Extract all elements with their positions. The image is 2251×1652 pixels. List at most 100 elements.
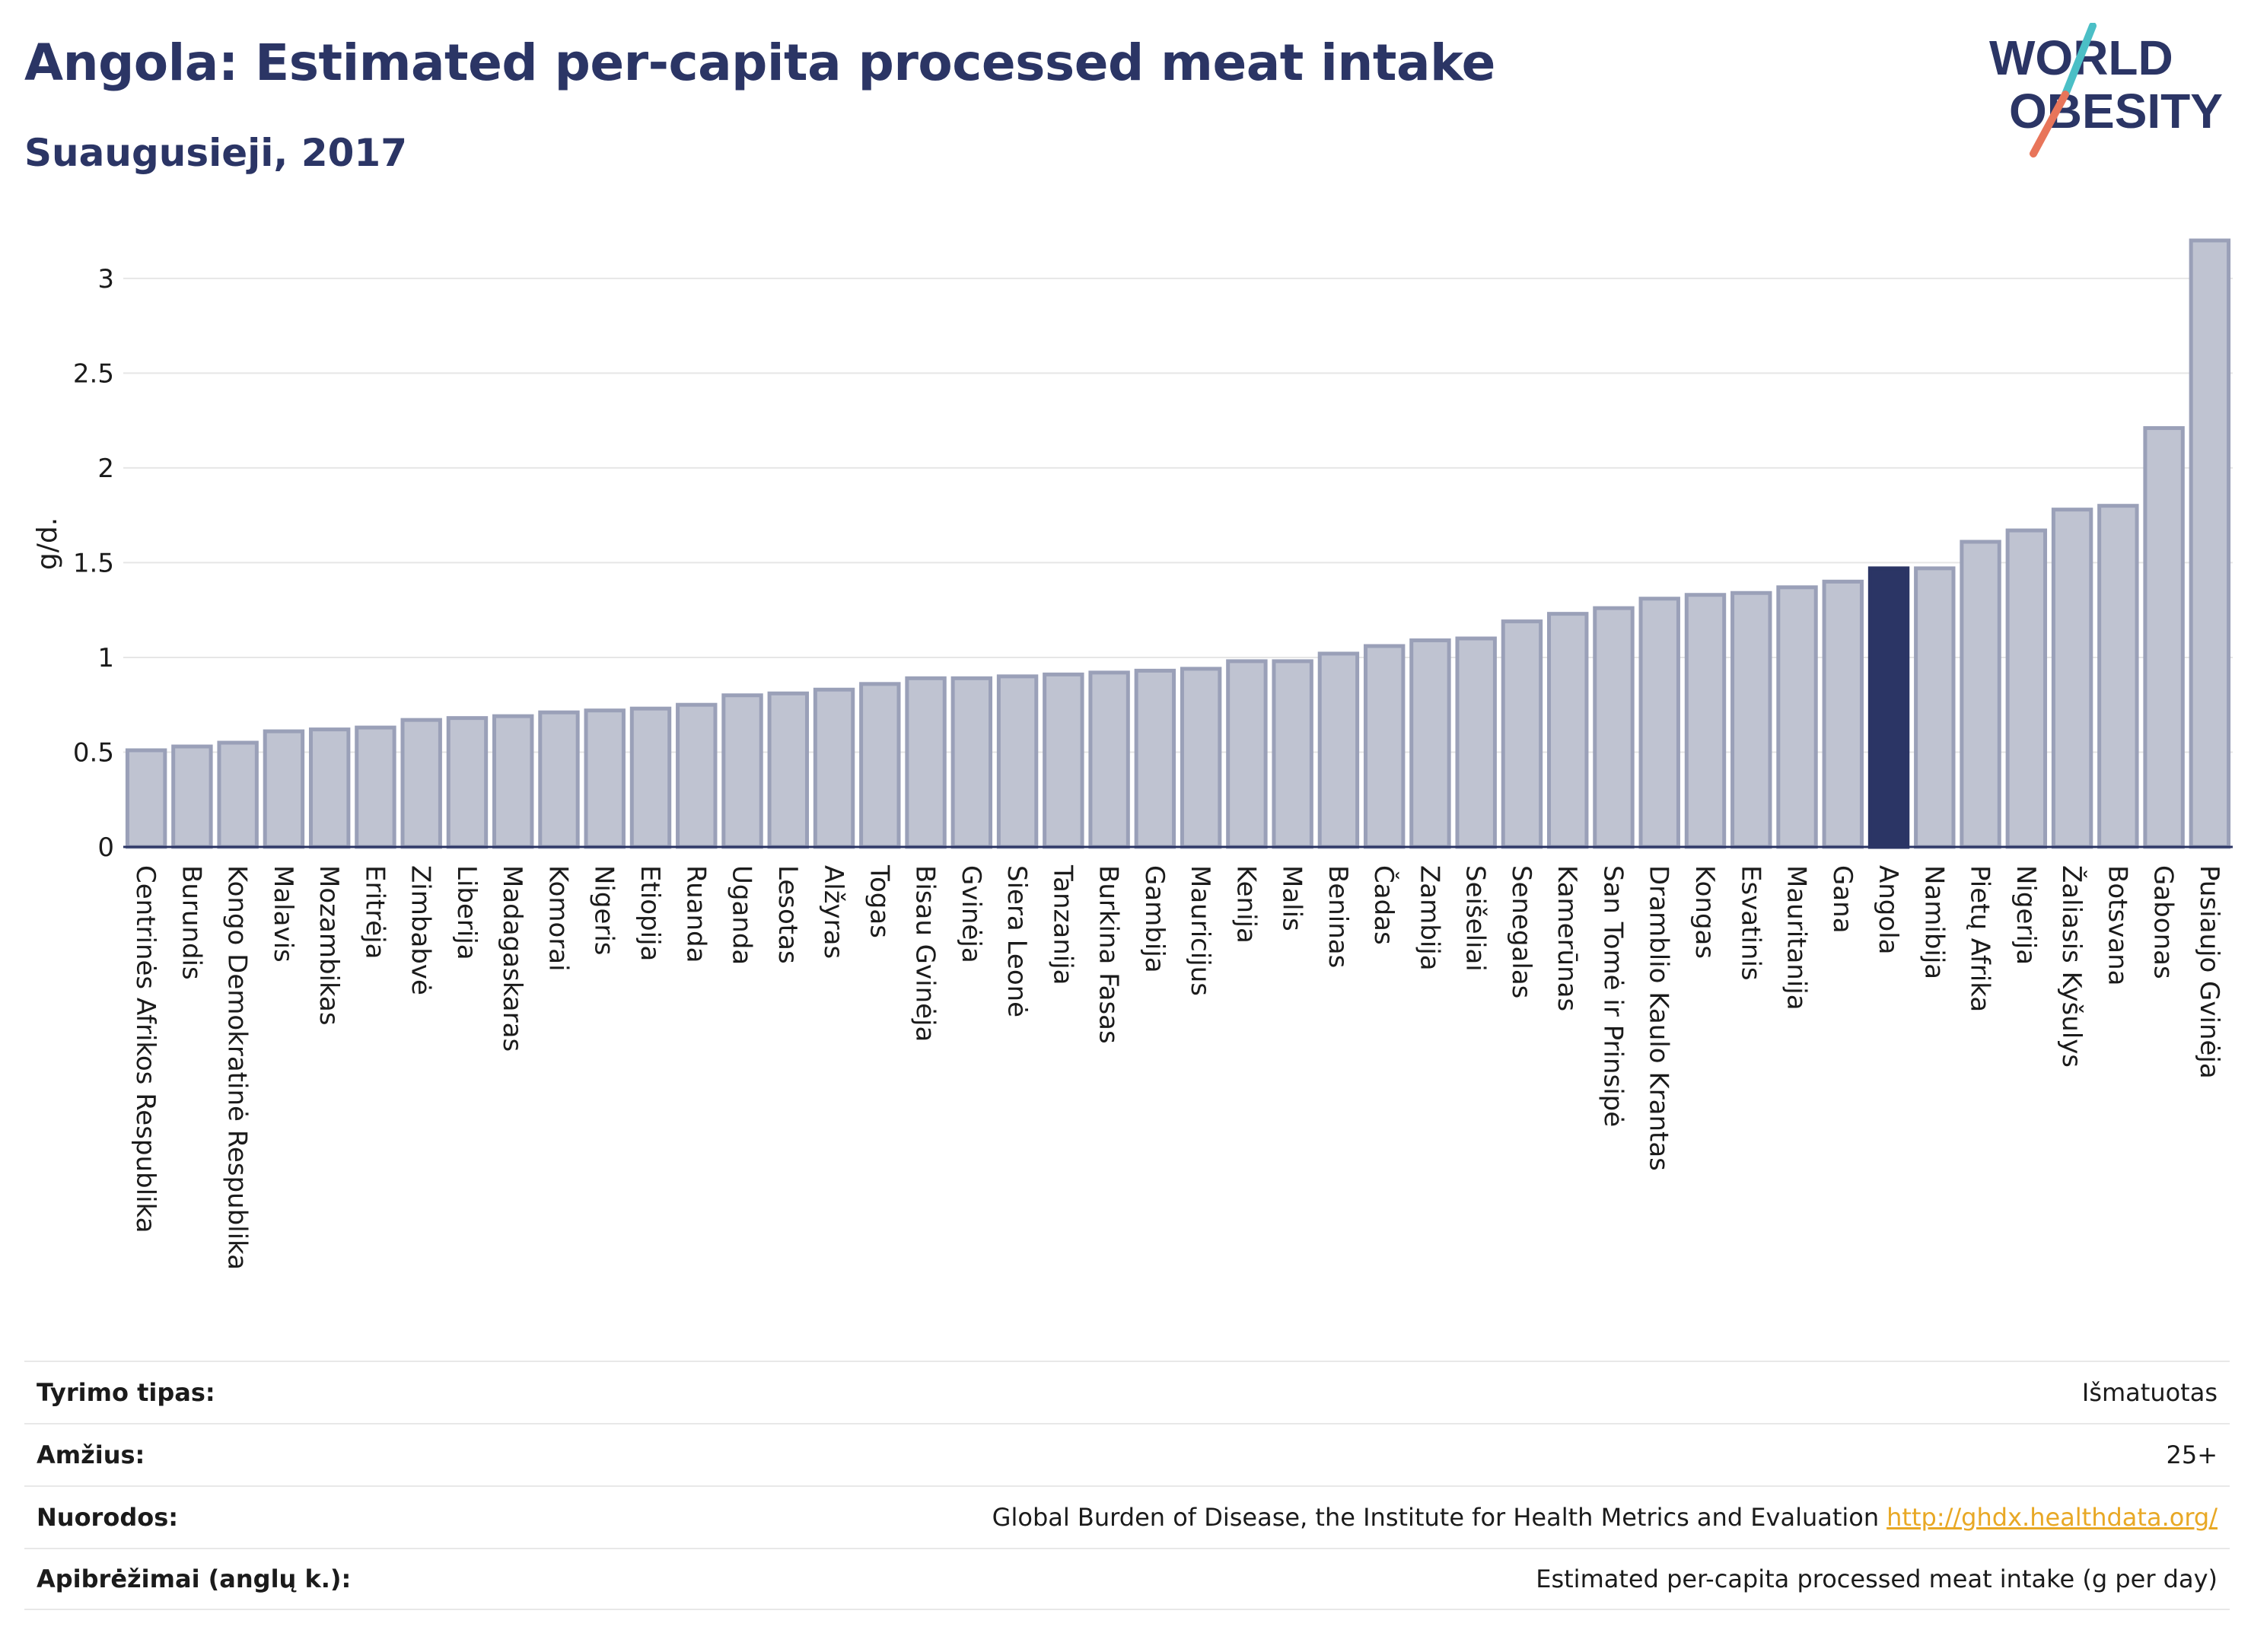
info-label: Apibrėžimai (anglų k.): (37, 1564, 352, 1593)
bar (1180, 667, 1222, 849)
bar (1272, 659, 1313, 849)
bar (308, 727, 351, 849)
x-tick-label: Centrinės Afrikos Respublika (130, 865, 161, 1233)
info-value: Išmatuotas (2081, 1378, 2218, 1407)
y-tick-label: 1.5 (73, 548, 114, 578)
x-tick-label: Malis (1277, 865, 1307, 931)
info-value: Estimated per-capita processed meat inta… (1536, 1564, 2218, 1593)
reference-link[interactable]: http://ghdx.healthdata.org/ (1886, 1503, 2218, 1532)
x-tick-label: Gvinėja (956, 865, 986, 963)
bar (446, 716, 489, 849)
x-tick-label: Čadas (1368, 865, 1399, 945)
info-row-study-type: Tyrimo tipas: Išmatuotas (24, 1361, 2230, 1423)
x-tick-label: Kongas (1689, 865, 1720, 959)
bar (1134, 668, 1176, 849)
x-tick-label: Siera Leonė (1001, 865, 1032, 1017)
chart-subtitle: Suaugusieji, 2017 (24, 131, 407, 175)
bar (1317, 651, 1360, 849)
x-tick-label: Gana (1827, 865, 1858, 934)
bar-highlight (1867, 566, 1910, 849)
y-tick-label: 2 (97, 454, 114, 484)
x-tick-label: Liberija (451, 865, 482, 960)
x-tick-label: Senegalas (1506, 865, 1536, 998)
bar (859, 682, 901, 849)
x-tick-label: Nigerija (2011, 865, 2041, 965)
bar (813, 687, 855, 849)
bar (263, 729, 305, 849)
bar (125, 748, 167, 849)
bar (538, 710, 580, 849)
info-label: Tyrimo tipas: (37, 1378, 215, 1407)
bar (676, 702, 718, 849)
bar (905, 676, 947, 849)
bar (2005, 528, 2048, 849)
x-tick-label: Pusiaujo Gvinėja (2194, 865, 2224, 1079)
y-tick-label: 0 (97, 832, 114, 863)
x-tick-label: Pietų Afrika (1965, 865, 1995, 1012)
bar (629, 706, 672, 849)
x-tick-label: Burkina Fasas (1094, 865, 1124, 1044)
x-tick-label: Madagaskaras (497, 865, 527, 1052)
bar (1638, 597, 1680, 849)
bar (217, 740, 259, 849)
x-tick-label: Zimbabvė (406, 865, 436, 995)
y-tick-label: 3 (97, 264, 114, 294)
info-value: 25+ (2166, 1440, 2218, 1469)
bar (1593, 606, 1635, 849)
x-tick-label: Angola (1873, 865, 1903, 954)
x-tick-label: San Tomė ir Prinsipė (1597, 865, 1628, 1127)
info-row-age: Amžius: 25+ (24, 1423, 2230, 1485)
bar (584, 708, 626, 849)
bar-chart: 0 0.5 1 1.5 2 2.5 3 g/d. Centrinės Afrikos Respu… (32, 238, 2233, 1270)
bar (1043, 672, 1084, 849)
bar (1684, 593, 1727, 849)
bar (1547, 612, 1589, 849)
x-tick-label: Kongo Demokratinė Respublika (222, 865, 253, 1270)
x-tick-label: Nigeris (589, 865, 619, 956)
x-tick-label: Mauricijus (1185, 865, 1215, 996)
x-tick-label: Lesotas (772, 865, 803, 964)
bar (2143, 426, 2185, 849)
x-tick-label: Malavis (268, 865, 298, 963)
x-tick-label: Zambija (1414, 865, 1444, 971)
bar (1730, 590, 1772, 849)
bar (1088, 670, 1130, 849)
bar (2051, 508, 2093, 849)
x-tick-label: Komorai (543, 865, 573, 972)
x-tick-label: Tanzanija (1047, 864, 1078, 985)
x-tick-label: Kamerūnas (1552, 865, 1582, 1011)
bar (1914, 566, 1956, 849)
info-label: Nuorodos: (37, 1503, 179, 1532)
x-tick-label: Alžyras (818, 865, 849, 959)
x-tick-label: Mauritanija (1781, 865, 1812, 1011)
logo-slash-coral (2030, 91, 2069, 158)
y-tick-label: 2.5 (73, 358, 114, 389)
x-tick-label: Togas (864, 864, 894, 938)
bar (1363, 644, 1406, 849)
x-tick-label: Dramblio Kaulo Krantas (1644, 865, 1674, 1171)
y-axis-label: g/d. (32, 517, 63, 570)
x-tick-label: Esvatinis (1735, 865, 1765, 981)
bar (1455, 636, 1497, 849)
x-tick-label: Mozambikas (314, 865, 344, 1026)
x-tick-label: Gabonas (2148, 865, 2179, 979)
bar (1822, 579, 1864, 849)
bar (171, 744, 213, 849)
bar (767, 691, 809, 849)
bar (492, 714, 534, 849)
info-label: Amžius: (37, 1440, 145, 1469)
x-tick-label: Beninas (1323, 865, 1353, 968)
bar (996, 674, 1039, 849)
bar (1501, 619, 1543, 849)
info-value-references: Global Burden of Disease, the Institute … (992, 1503, 2218, 1532)
x-tick-label: Ruanda (680, 865, 711, 963)
x-tick-label: Eritrėja (359, 865, 390, 959)
bar (400, 718, 442, 849)
bar (1409, 638, 1451, 849)
chart-title: Angola: Estimated per-capita processed m… (24, 33, 1495, 92)
bar (950, 676, 993, 849)
bar (1776, 585, 1818, 849)
x-tick-label: Kenija (1231, 865, 1261, 944)
info-table: Tyrimo tipas: Išmatuotas Amžius: 25+ Nuo… (24, 1361, 2230, 1610)
x-tick-label: Bisau Gvinėja (910, 865, 941, 1042)
